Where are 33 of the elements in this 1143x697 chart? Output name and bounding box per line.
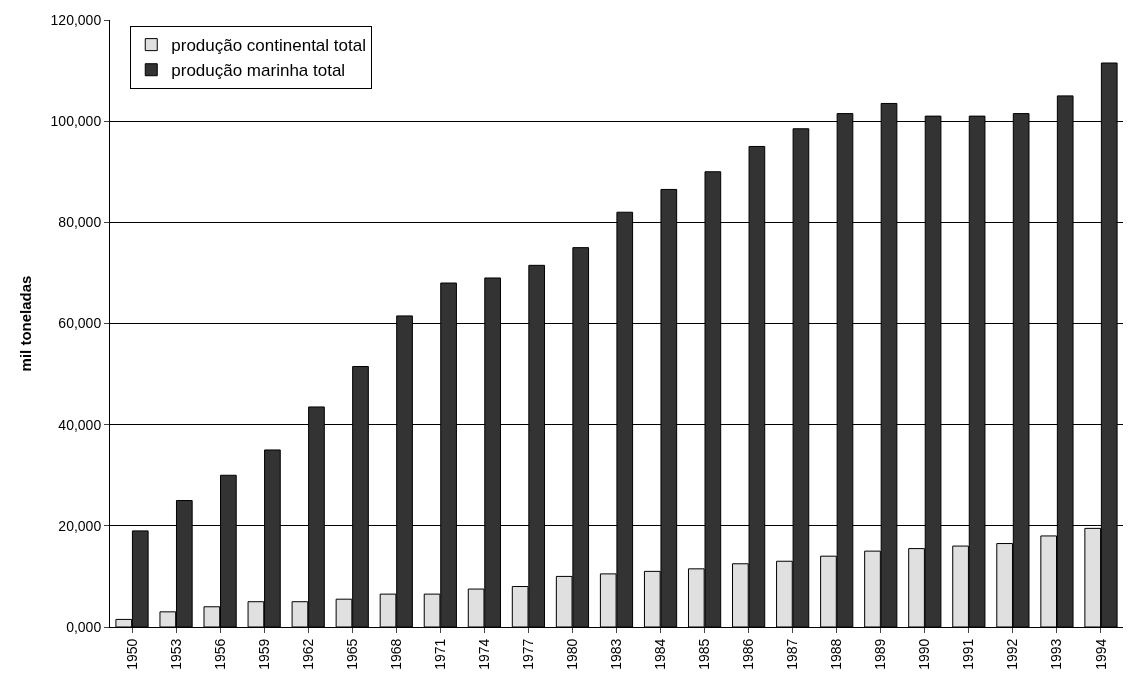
x-tick-label: 1986 xyxy=(740,638,757,670)
x-tick-label: 1968 xyxy=(387,638,404,670)
y-tick-label: 40,000 xyxy=(58,416,102,433)
x-tick-label: 1965 xyxy=(343,638,360,670)
x-tick-label: 1956 xyxy=(211,638,228,670)
y-tick-label: 0,000 xyxy=(66,618,102,635)
legend-label: produção marinha total xyxy=(171,61,346,81)
x-tick-label: 1959 xyxy=(255,638,272,670)
x-tick-label: 1977 xyxy=(519,638,536,670)
x-tick-label: 1962 xyxy=(299,638,316,670)
legend-label: produção continental total xyxy=(171,36,366,56)
x-tick-label: 1971 xyxy=(431,638,448,670)
x-tick-label: 1990 xyxy=(916,638,933,670)
x-tick-label: 1950 xyxy=(123,638,140,670)
x-tick-label: 1994 xyxy=(1092,638,1109,670)
x-tick-label: 1953 xyxy=(167,638,184,670)
x-tick-label: 1984 xyxy=(652,638,669,670)
x-tick-label: 1992 xyxy=(1004,638,1021,670)
y-axis-title: mil toneladas xyxy=(16,275,34,372)
x-tick-label: 1987 xyxy=(784,638,801,670)
x-tick-label: 1989 xyxy=(872,638,889,670)
x-tick-label: 1985 xyxy=(696,638,713,670)
y-tick-label: 100,000 xyxy=(50,113,102,130)
y-tick-label: 120,000 xyxy=(50,11,102,28)
x-tick-label: 1983 xyxy=(608,638,625,670)
x-tick-label: 1980 xyxy=(564,638,581,670)
x-tick-label: 1991 xyxy=(960,638,977,670)
x-tick-label: 1993 xyxy=(1048,638,1065,670)
y-tick-label: 80,000 xyxy=(58,214,102,231)
y-tick-label: 20,000 xyxy=(58,517,102,534)
y-tick-label: 60,000 xyxy=(58,315,102,332)
x-tick-label: 1988 xyxy=(828,638,845,670)
x-tick-label: 1974 xyxy=(475,638,492,670)
